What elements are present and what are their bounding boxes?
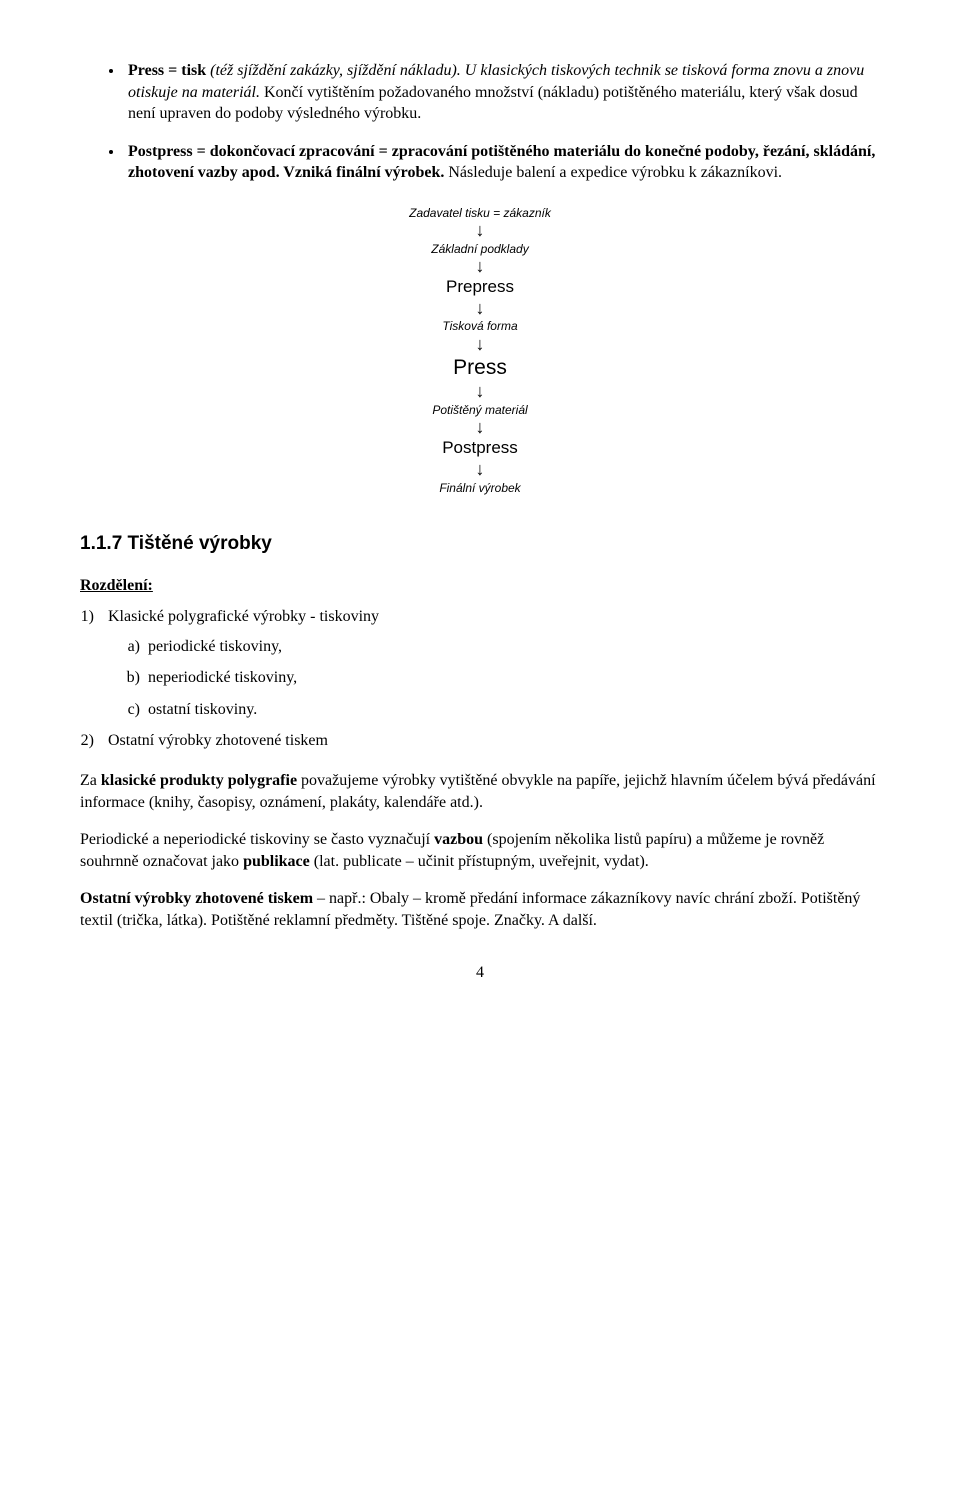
- classification-list: Klasické polygrafické výrobky - tiskovin…: [80, 606, 880, 752]
- flow-step: Zadavatel tisku = zákazník: [409, 205, 551, 221]
- p2-b2: publikace: [243, 853, 310, 870]
- page-number: 4: [80, 962, 880, 984]
- p2-b1: vazbou: [434, 831, 483, 848]
- p1-pre: Za: [80, 772, 101, 789]
- p3-b1: Ostatní výrobky zhotovené tiskem: [80, 890, 313, 907]
- flow-step: Postpress: [442, 437, 518, 460]
- flow-arrow-icon: ↓: [476, 462, 485, 476]
- flow-step: Press: [453, 354, 507, 382]
- group-2: Ostatní výrobky zhotovené tiskem: [102, 730, 880, 752]
- section-heading: 1.1.7 Tištěné výrobky: [80, 531, 880, 557]
- flow-arrow-icon: ↓: [476, 301, 485, 315]
- flow-step: Prepress: [446, 276, 514, 299]
- bullet-postpress: Postpress = dokončovací zpracování = zpr…: [124, 141, 880, 184]
- flow-step: Tisková forma: [442, 318, 517, 334]
- group-2-label: Ostatní výrobky zhotovené tiskem: [108, 732, 328, 749]
- sub-b: neperiodické tiskoviny,: [148, 667, 880, 689]
- p2-post: (lat. publicate – učinit přístupným, uve…: [310, 853, 649, 870]
- para-klasicke: Za klasické produkty polygrafie považuje…: [80, 770, 880, 813]
- p1-bold: klasické produkty polygrafie: [101, 772, 297, 789]
- postpress-tail: Následuje balení a expedice výrobku k zá…: [444, 164, 782, 181]
- term-press: Press = tisk: [128, 62, 206, 79]
- flow-arrow-icon: ↓: [476, 420, 485, 434]
- flow-step: Finální výrobek: [439, 480, 520, 496]
- sub-c: ostatní tiskoviny.: [148, 699, 880, 721]
- bullet-press: Press = tisk (též sjíždění zakázky, sjíž…: [124, 60, 880, 125]
- flow-arrow-icon: ↓: [476, 223, 485, 237]
- group-1-sublist: periodické tiskoviny, neperiodické tisko…: [108, 636, 880, 721]
- group-1: Klasické polygrafické výrobky - tiskovin…: [102, 606, 880, 720]
- flow-step: Základní podklady: [431, 241, 528, 257]
- flow-arrow-icon: ↓: [476, 384, 485, 398]
- group-1-label: Klasické polygrafické výrobky - tiskovin…: [108, 608, 379, 625]
- flow-step: Potištěný materiál: [432, 402, 527, 418]
- para-ostatni: Ostatní výrobky zhotovené tiskem – např.…: [80, 888, 880, 931]
- sub-a: periodické tiskoviny,: [148, 636, 880, 658]
- rozdeleni-label: Rozdělení:: [80, 575, 880, 597]
- process-flow-diagram: Zadavatel tisku = zákazník ↓ Základní podk…: [80, 204, 880, 497]
- definition-list: Press = tisk (též sjíždění zakázky, sjíž…: [80, 60, 880, 184]
- flow-arrow-icon: ↓: [476, 337, 485, 351]
- flow-arrow-icon: ↓: [476, 259, 485, 273]
- para-vazba: Periodické a neperiodické tiskoviny se č…: [80, 829, 880, 872]
- p2-pre: Periodické a neperiodické tiskoviny se č…: [80, 831, 434, 848]
